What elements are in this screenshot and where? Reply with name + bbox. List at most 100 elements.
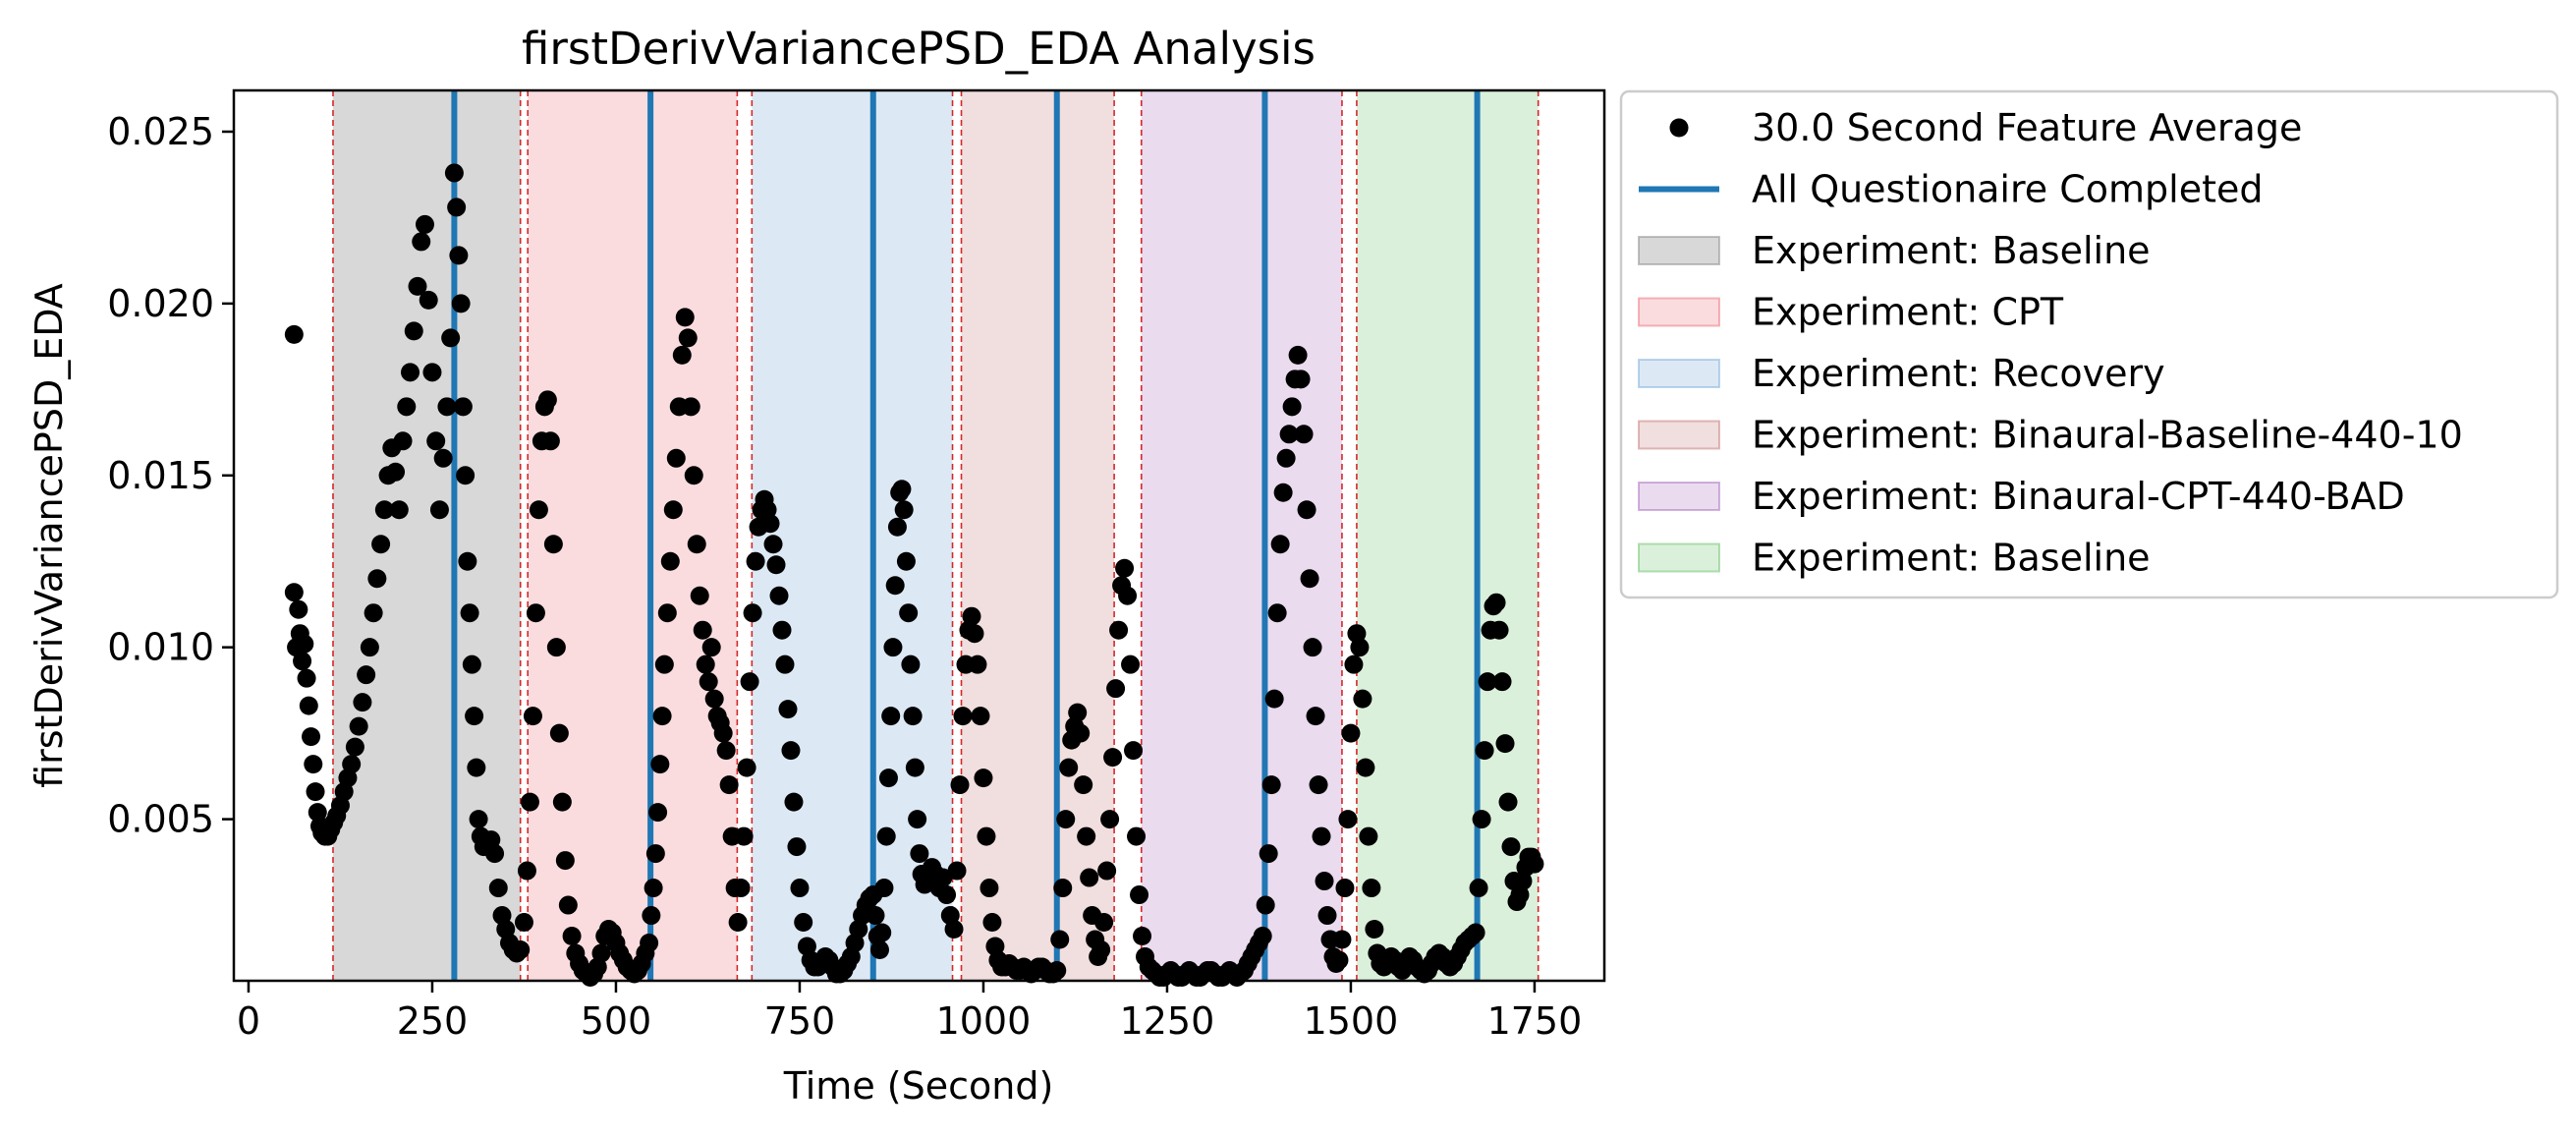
data-point [982, 913, 1002, 933]
x-tick-label: 0 [237, 999, 260, 1043]
legend-item: Experiment: CPT [1638, 291, 2064, 334]
data-point [1498, 792, 1518, 812]
data-point [374, 500, 394, 520]
data-point [885, 576, 905, 596]
data-point [874, 879, 894, 898]
data-point [1362, 879, 1381, 898]
data-point [1109, 620, 1129, 640]
data-point [652, 707, 672, 726]
plot-area [232, 88, 1606, 988]
legend-swatch [1638, 236, 1720, 265]
data-point [1466, 923, 1485, 942]
x-tick-label: 1250 [1120, 999, 1215, 1043]
y-tick-label: 0.010 [107, 626, 214, 669]
region-1 [528, 90, 738, 981]
data-point [980, 879, 999, 898]
data-point [485, 844, 505, 864]
data-point [781, 741, 801, 761]
data-point [1261, 775, 1281, 795]
data-point [422, 363, 442, 382]
data-point [896, 551, 916, 571]
chart-title: firstDerivVariancePSD_EDA Analysis [522, 23, 1316, 75]
data-point [968, 654, 987, 674]
legend-item: All Questionaire Completed [1639, 168, 2264, 211]
data-point [451, 294, 471, 313]
data-point [899, 603, 919, 623]
data-point [469, 810, 488, 829]
legend-swatch [1638, 297, 1720, 327]
data-point [426, 431, 446, 451]
data-point [1335, 879, 1355, 898]
legend-label: 30.0 Second Feature Average [1752, 106, 2302, 149]
data-point [944, 920, 964, 939]
data-point [1356, 758, 1375, 777]
data-point [1127, 826, 1147, 846]
data-point [872, 923, 892, 942]
data-point [458, 551, 477, 571]
data-point [1121, 654, 1141, 674]
data-point [349, 716, 368, 736]
data-point [1080, 868, 1099, 887]
points-layer [284, 163, 1544, 988]
data-point [1103, 748, 1123, 768]
y-tick-label: 0.020 [107, 282, 214, 325]
legend-label: Experiment: CPT [1752, 291, 2064, 334]
data-point [1077, 826, 1096, 846]
data-point [971, 707, 990, 726]
data-point [887, 517, 907, 537]
data-point [437, 397, 457, 417]
data-point [1359, 826, 1378, 846]
data-point [892, 480, 912, 499]
data-point [1475, 741, 1494, 761]
data-point [876, 826, 896, 846]
legend-frame [1619, 89, 2559, 599]
data-point [465, 707, 484, 726]
data-point [1525, 854, 1544, 874]
data-point [974, 768, 993, 788]
x-axis-label: Time (Second) [783, 1064, 1054, 1108]
data-point [284, 324, 304, 344]
data-point [488, 879, 508, 898]
data-point [1309, 775, 1328, 795]
data-point [1092, 940, 1111, 960]
legend-item: Experiment: Recovery [1638, 352, 2165, 395]
data-point [737, 758, 756, 777]
data-point [1350, 638, 1370, 657]
data-point [740, 672, 759, 692]
data-point [690, 586, 709, 605]
data-point [883, 638, 903, 657]
legend: 30.0 Second Feature Average All Questiona… [1619, 89, 2559, 599]
data-point [1097, 861, 1117, 881]
data-point [654, 654, 674, 674]
questionnaire-lines-layer [451, 90, 1481, 981]
y-axis: 0.005 0.010 0.015 0.020 0.025 [107, 110, 234, 841]
data-point [1288, 345, 1308, 365]
data-point [408, 276, 427, 296]
legend-item: Experiment: Baseline [1638, 229, 2151, 272]
data-point [950, 775, 970, 795]
data-point [412, 232, 431, 252]
data-point [704, 689, 724, 709]
data-point [766, 555, 786, 575]
data-point [1071, 723, 1091, 743]
region-3 [961, 90, 1115, 981]
y-tick-label: 0.005 [107, 798, 214, 841]
data-point [1106, 679, 1126, 699]
data-point [537, 390, 557, 410]
data-point [734, 826, 754, 846]
data-point [1270, 535, 1290, 554]
data-point [562, 927, 582, 946]
data-point [444, 163, 464, 183]
region-5 [1356, 90, 1539, 981]
data-point [962, 606, 981, 626]
data-point [304, 755, 323, 774]
data-point [1365, 920, 1384, 939]
legend-items: 30.0 Second Feature Average All Questiona… [1638, 106, 2463, 580]
y-tick-label: 0.025 [107, 110, 214, 153]
data-point [308, 803, 327, 823]
data-point [1094, 913, 1114, 933]
data-point [1279, 425, 1299, 444]
data-point [299, 696, 318, 715]
data-point [790, 879, 810, 898]
